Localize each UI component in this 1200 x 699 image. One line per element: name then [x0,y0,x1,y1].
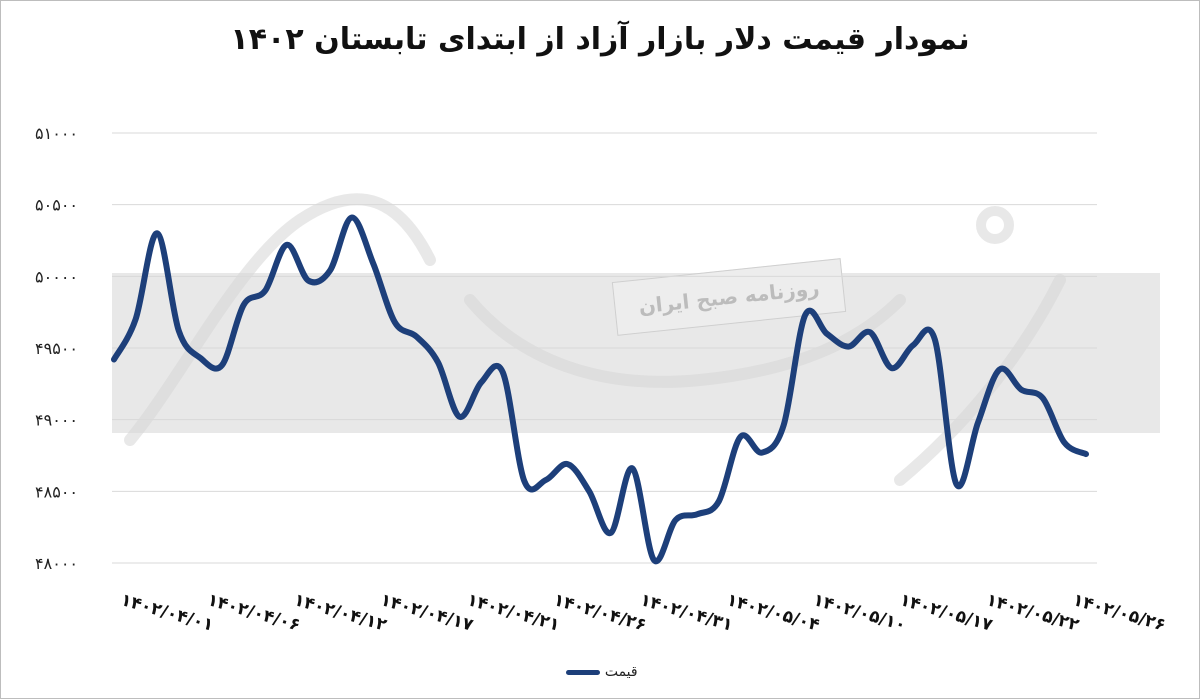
x-tick-label: ۱۴۰۲/۰۴/۱۲ [292,590,390,636]
watermark-logo [124,193,1066,486]
y-tick-label: ۴۸۵۰۰ [35,482,78,501]
y-tick-label: ۵۱۰۰۰ [35,124,78,143]
x-tick-label: ۱۴۰۲/۰۴/۲۱ [465,590,562,636]
chart-title: نمودار قیمت دلار بازار آزاد از ابتدای تا… [230,22,970,57]
x-tick-label: ۱۴۰۲/۰۴/۳۱ [638,590,735,636]
y-tick-label: ۴۹۰۰۰ [35,411,78,430]
legend-label: قیمت [604,664,638,680]
x-tick-label: ۱۴۰۲/۰۴/۰۶ [205,590,302,636]
x-tick-label: ۱۴۰۲/۰۴/۱۷ [378,590,476,636]
y-tick-label: ۵۰۵۰۰ [35,196,78,215]
legend-swatch [566,669,601,675]
x-tick-label: ۱۴۰۲/۰۵/۱۷ [897,590,995,636]
x-tick-label: ۱۴۰۲/۰۵/۱۰ [811,590,908,636]
x-tick-label: ۱۴۰۲/۰۴/۰۱ [119,590,216,636]
x-tick-label: ۱۴۰۲/۰۵/۲۲ [984,590,1082,636]
series-line-price [111,214,1089,565]
x-tick-label: ۱۴۰۲/۰۵/۲۶ [1071,590,1168,636]
legend: قیمت [0,664,1200,680]
x-tick-label: ۱۴۰۲/۰۴/۲۶ [551,590,648,636]
y-tick-label: ۴۹۵۰۰ [35,339,78,358]
x-tick-label: ۱۴۰۲/۰۵/۰۴ [724,590,821,636]
y-tick-label: ۵۰۰۰۰ [35,267,78,286]
y-tick-label: ۴۸۰۰۰ [35,554,78,573]
